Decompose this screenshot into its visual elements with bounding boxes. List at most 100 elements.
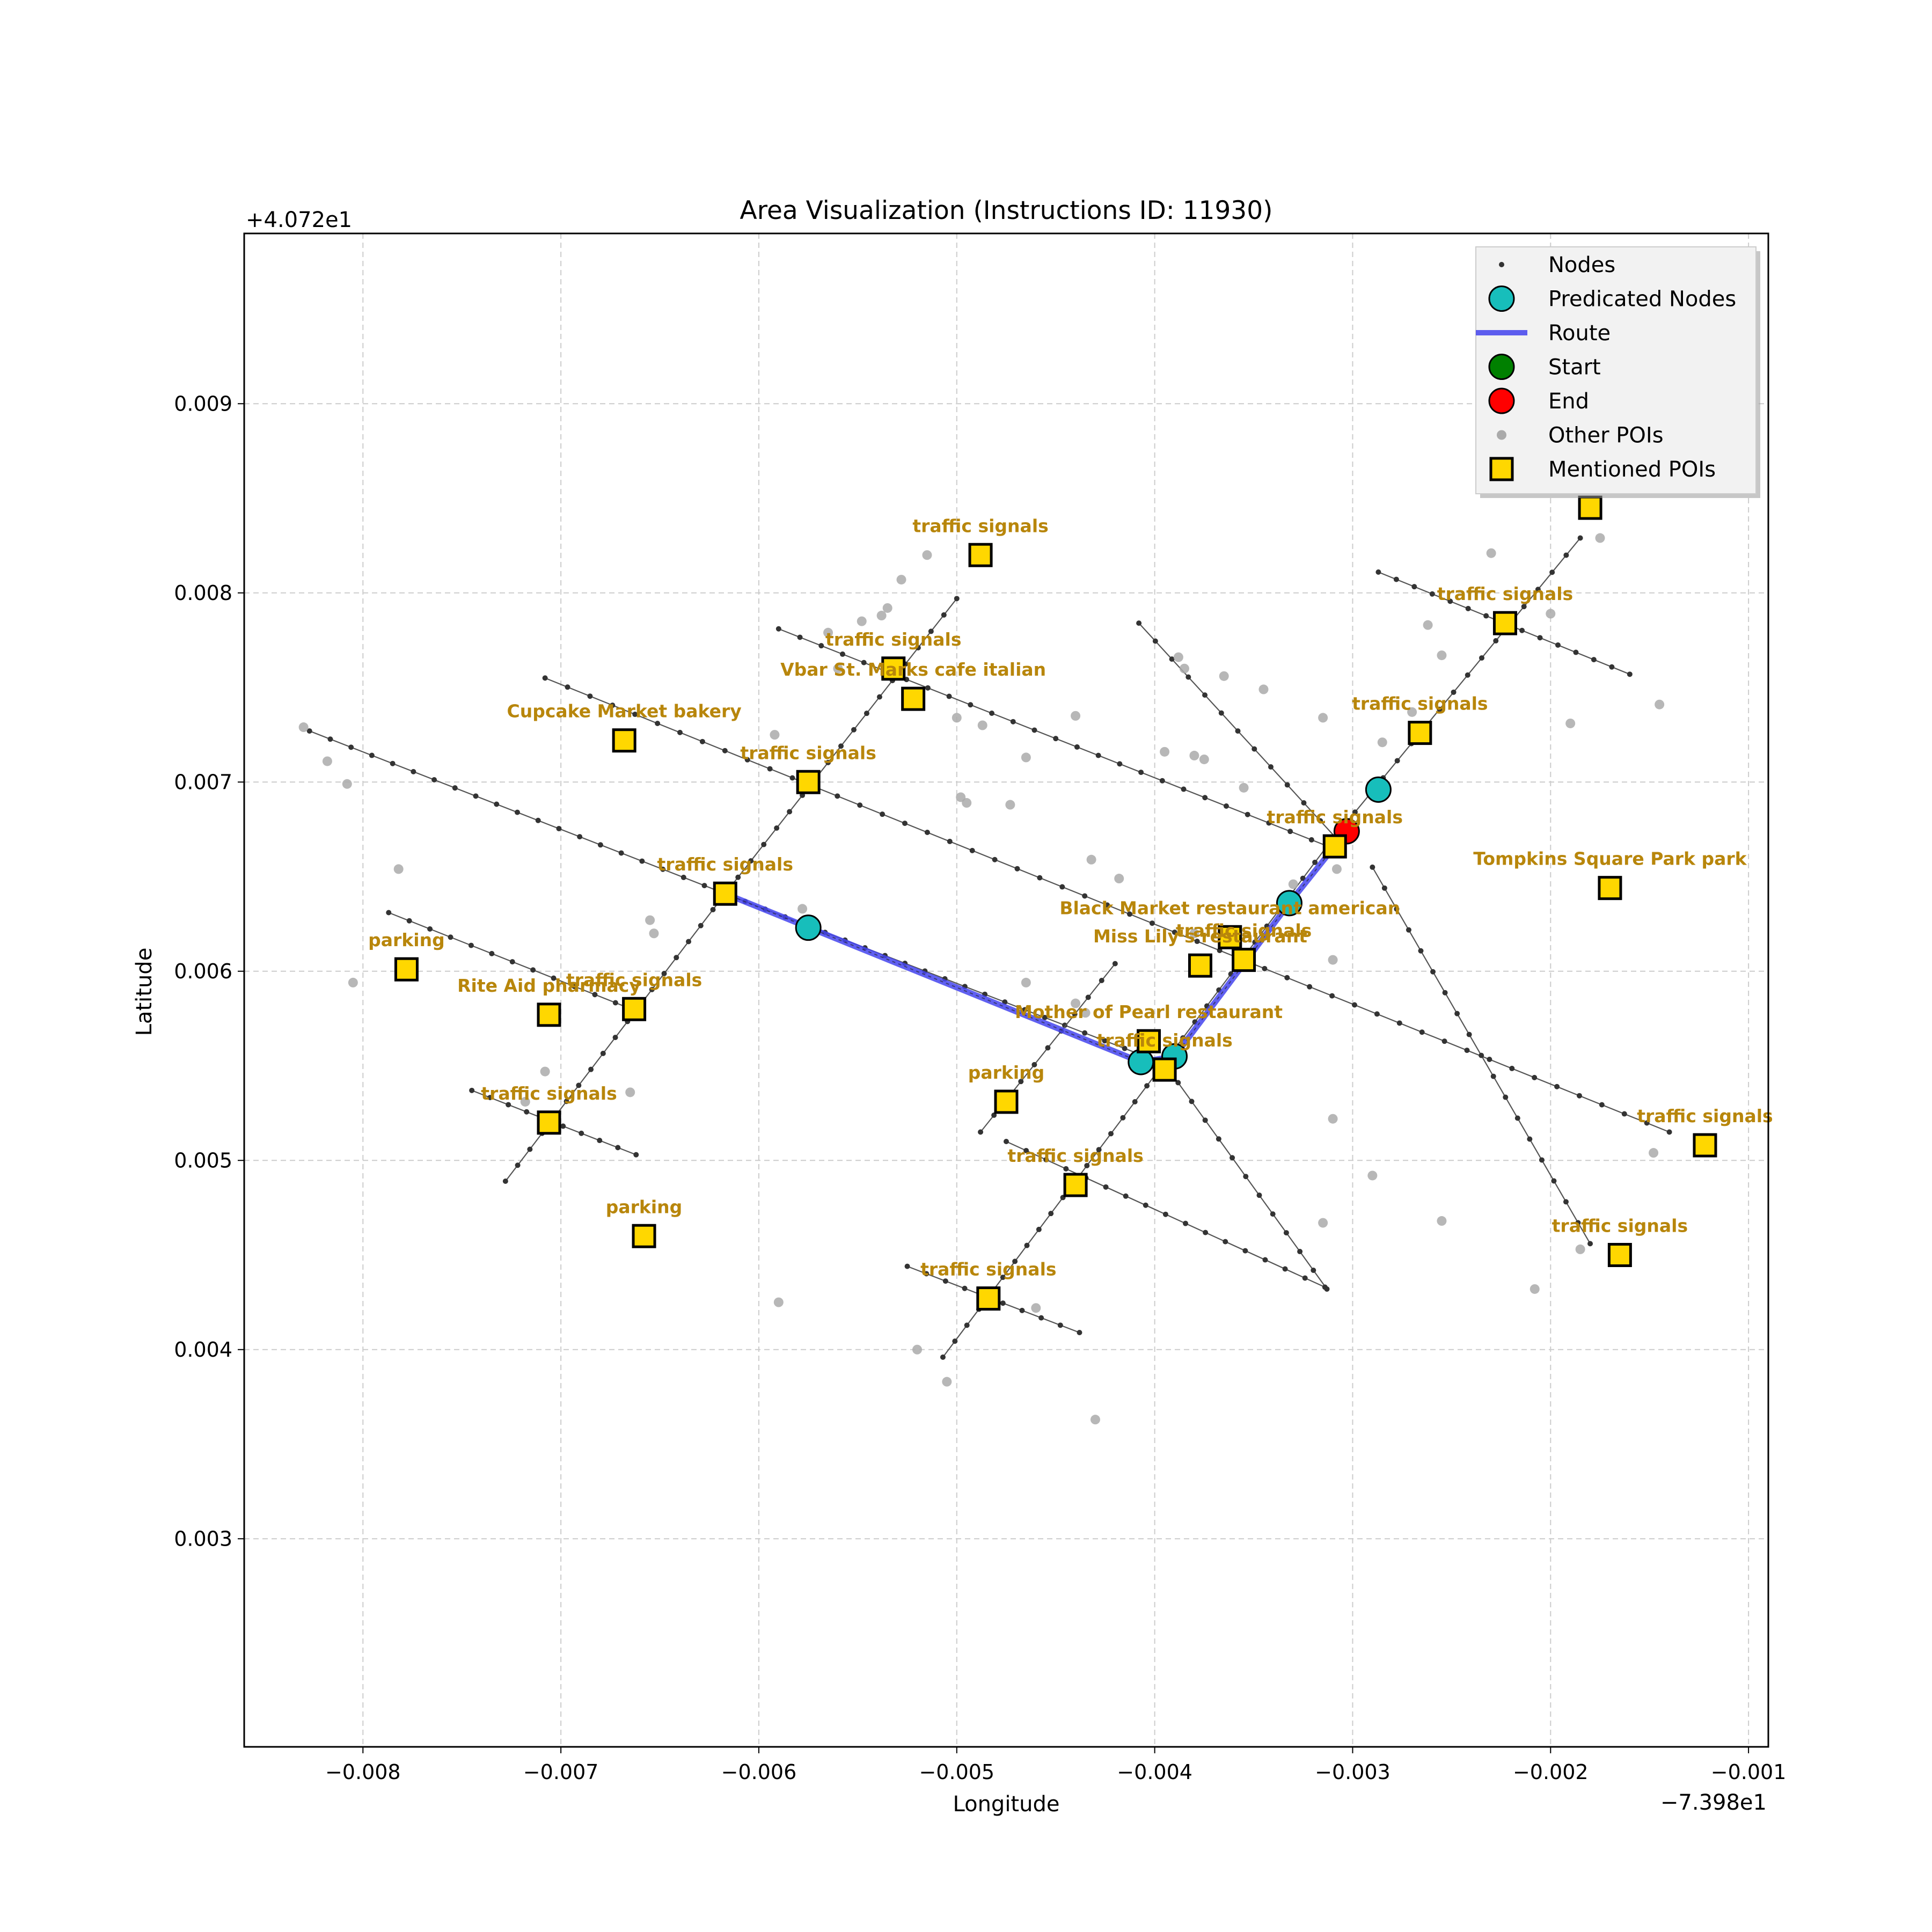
legend-label: Start xyxy=(1548,355,1601,380)
street-network xyxy=(306,535,1672,1360)
legend-nodes-marker xyxy=(1499,262,1504,267)
node-dot xyxy=(597,842,603,848)
node-dot xyxy=(1123,1193,1129,1199)
node-dot xyxy=(876,694,882,700)
mentioned-poi-label: traffic signals xyxy=(1637,1106,1773,1126)
node-dot xyxy=(1442,990,1448,996)
x-tick-label: −0.003 xyxy=(1315,1760,1391,1784)
y-tick-label: 0.008 xyxy=(174,581,232,605)
node-dot xyxy=(1062,1022,1067,1028)
other-poi-dot xyxy=(540,1066,550,1077)
node-dot xyxy=(1149,920,1155,926)
node-dot xyxy=(489,950,495,956)
mentioned-poi-label: traffic signals xyxy=(566,969,702,990)
street-street-6 xyxy=(1370,864,1593,1247)
node-dot xyxy=(1406,927,1411,933)
other-poi-dot xyxy=(1086,854,1096,865)
node-dot xyxy=(1535,587,1541,592)
y-tick-label: 0.007 xyxy=(174,770,232,794)
node-dot xyxy=(1256,1192,1262,1198)
mentioned-poi-label: traffic signals xyxy=(1096,1030,1232,1051)
node-dot xyxy=(1262,965,1268,971)
legend-item-blue-line: Route xyxy=(1476,321,1611,346)
node-dot xyxy=(1019,1307,1025,1313)
node-dot xyxy=(925,685,931,691)
mentioned-poi-marker xyxy=(1322,834,1347,859)
node-dot xyxy=(494,801,500,807)
other-poi-dot xyxy=(1423,620,1433,630)
node-dot xyxy=(1451,689,1457,695)
y-tick-label: 0.003 xyxy=(174,1527,232,1550)
node-dot xyxy=(840,651,846,657)
node-dot xyxy=(1329,993,1335,999)
node-dot xyxy=(1127,911,1133,917)
mentioned-poi-label: traffic signals xyxy=(1267,807,1403,828)
node-dot xyxy=(1318,818,1323,824)
node-dot xyxy=(1490,1073,1496,1079)
node-dot xyxy=(1077,1330,1082,1336)
mentioned-poi-label: traffic signals xyxy=(1352,693,1488,714)
node-dot xyxy=(1322,1284,1328,1290)
node-dot xyxy=(1181,786,1187,792)
node-dot xyxy=(991,1113,997,1118)
node-dot xyxy=(1194,939,1200,945)
node-dot xyxy=(1514,1115,1520,1121)
mentioned-poi-label: traffic signals xyxy=(1007,1145,1143,1166)
node-dot xyxy=(1230,1155,1235,1161)
node-dot xyxy=(699,738,705,744)
node-dot xyxy=(952,1338,958,1344)
mentioned-poi-marker xyxy=(1607,1243,1632,1267)
mentioned-poi-label: Black Market restaurant american xyxy=(1059,897,1400,918)
node-dot xyxy=(1216,1136,1221,1142)
node-dot xyxy=(904,1263,910,1269)
node-dot xyxy=(1429,591,1435,597)
other-pois xyxy=(298,533,1665,1425)
node-dot xyxy=(1454,1011,1460,1016)
node-dot xyxy=(1393,576,1399,582)
node-dot xyxy=(1202,692,1208,698)
node-dot xyxy=(1136,620,1142,626)
node-dot xyxy=(556,825,562,831)
node-dot xyxy=(1242,1248,1248,1254)
node-dot xyxy=(1082,893,1088,899)
node-dot xyxy=(1479,655,1485,661)
node-dot xyxy=(968,702,974,708)
other-poi-dot xyxy=(1546,609,1556,619)
mentioned-poi-marker xyxy=(632,1224,656,1248)
other-poi-dot xyxy=(1239,782,1249,793)
other-poi-dot xyxy=(797,904,808,914)
node-dot xyxy=(506,1102,511,1108)
node-dot xyxy=(1045,1045,1051,1051)
node-dot xyxy=(946,693,952,699)
node-dot xyxy=(924,1271,930,1277)
node-dot xyxy=(1120,1115,1126,1121)
node-dot xyxy=(1437,706,1443,712)
legend-items: Nodes Predicated Nodes Route Start End Other … xyxy=(1476,253,1736,482)
mentioned-poi-marker xyxy=(1578,495,1602,520)
x-tick-label: −0.005 xyxy=(919,1760,994,1784)
node-dot xyxy=(597,1138,603,1144)
mentioned-poi-label: traffic signals xyxy=(825,629,961,650)
node-dot xyxy=(469,1087,475,1093)
node-dot xyxy=(924,830,930,836)
node-dot xyxy=(530,967,536,973)
node-dot xyxy=(448,934,453,940)
legend-mentioned-poi-marker xyxy=(1489,457,1514,481)
node-dot xyxy=(1138,770,1144,775)
node-dot xyxy=(1010,719,1016,724)
x-tick-label: −0.002 xyxy=(1513,1760,1589,1784)
node-dot xyxy=(1551,1178,1557,1184)
other-poi-dot xyxy=(1288,879,1298,889)
node-dot xyxy=(1479,1052,1484,1058)
street-avenue-2 xyxy=(722,596,960,897)
other-poi-dot xyxy=(1655,699,1665,709)
node-dot xyxy=(1627,671,1633,677)
node-dot xyxy=(701,883,707,889)
node-dot xyxy=(1576,1093,1582,1099)
node-dot xyxy=(947,838,953,844)
node-dot xyxy=(1282,1266,1288,1272)
node-dot xyxy=(1554,1084,1560,1089)
other-poi-dot xyxy=(1331,864,1342,874)
node-dot xyxy=(564,1099,569,1104)
node-dot xyxy=(686,939,692,945)
